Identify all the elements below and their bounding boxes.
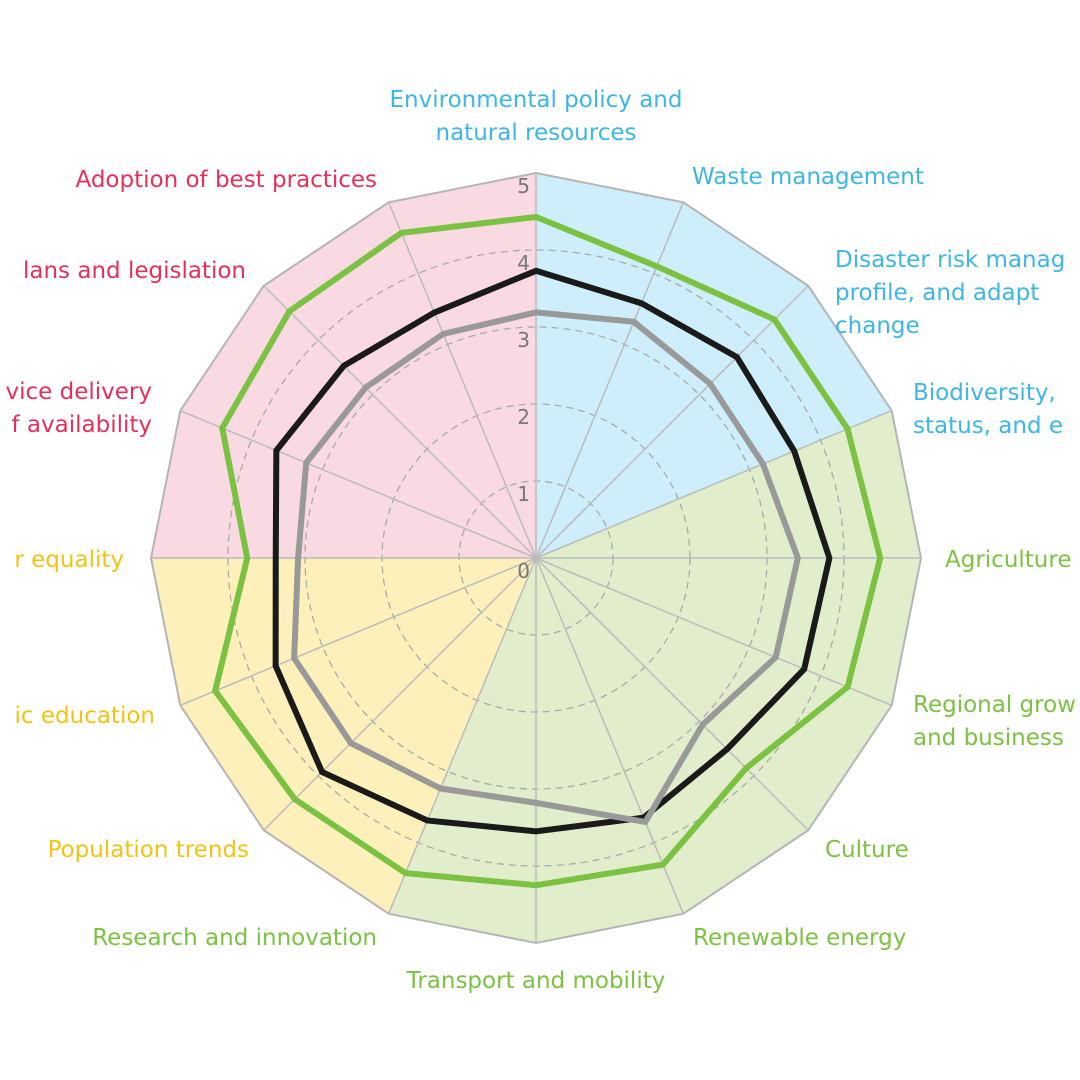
sector xyxy=(536,558,809,914)
category-label: Renewable energy xyxy=(693,925,907,951)
spoke xyxy=(535,409,892,559)
category-label: Biodiversity, status, and e xyxy=(913,380,1064,439)
sector xyxy=(536,558,892,831)
category-label: Transport and mobility xyxy=(406,968,666,994)
spoke xyxy=(535,202,685,559)
category-label: Research and innovation xyxy=(92,925,377,951)
category-label: Waste management xyxy=(692,164,924,190)
sector xyxy=(536,410,921,558)
spoke xyxy=(263,557,537,831)
y-tick-label: 5 xyxy=(517,174,530,198)
sector xyxy=(536,558,684,943)
y-tick-label: 0 xyxy=(517,559,530,583)
sector xyxy=(388,558,536,943)
series-line xyxy=(272,267,833,835)
sector xyxy=(180,285,536,558)
category-label: Adoption of best practices xyxy=(75,167,378,193)
category-label: Population trends xyxy=(47,837,249,863)
spoke xyxy=(180,557,537,707)
y-tick-label: 2 xyxy=(517,405,530,429)
sector xyxy=(536,285,892,558)
category-label: Regional grow and business xyxy=(913,692,1076,751)
category-label: Disaster risk manag profile, and adapt c… xyxy=(835,247,1066,339)
spoke xyxy=(387,202,537,559)
spoke xyxy=(535,557,685,914)
y-tick-label: 1 xyxy=(517,482,530,506)
y-tick-label: 4 xyxy=(517,251,530,275)
category-label: vice delivery f availability xyxy=(5,379,152,438)
category-label: r equality xyxy=(14,547,124,573)
sector xyxy=(151,558,536,706)
spoke xyxy=(387,557,537,914)
sector xyxy=(263,202,536,558)
category-label: lans and legislation xyxy=(23,258,246,284)
sector xyxy=(536,173,684,558)
spoke xyxy=(535,557,892,707)
sector xyxy=(536,558,921,706)
category-label: Culture xyxy=(825,837,909,863)
y-tick-label: 3 xyxy=(517,328,530,352)
series-line xyxy=(291,309,801,826)
series-line xyxy=(211,213,884,889)
sector xyxy=(151,410,536,558)
category-label: Agriculture xyxy=(945,547,1072,573)
spoke xyxy=(535,557,809,831)
spoke xyxy=(535,285,809,559)
sector xyxy=(388,173,536,558)
spoke xyxy=(263,285,537,559)
sector xyxy=(536,202,809,558)
category-label: Environmental policy and natural resourc… xyxy=(389,87,683,146)
category-label: ic education xyxy=(14,703,155,729)
spoke xyxy=(180,409,537,559)
